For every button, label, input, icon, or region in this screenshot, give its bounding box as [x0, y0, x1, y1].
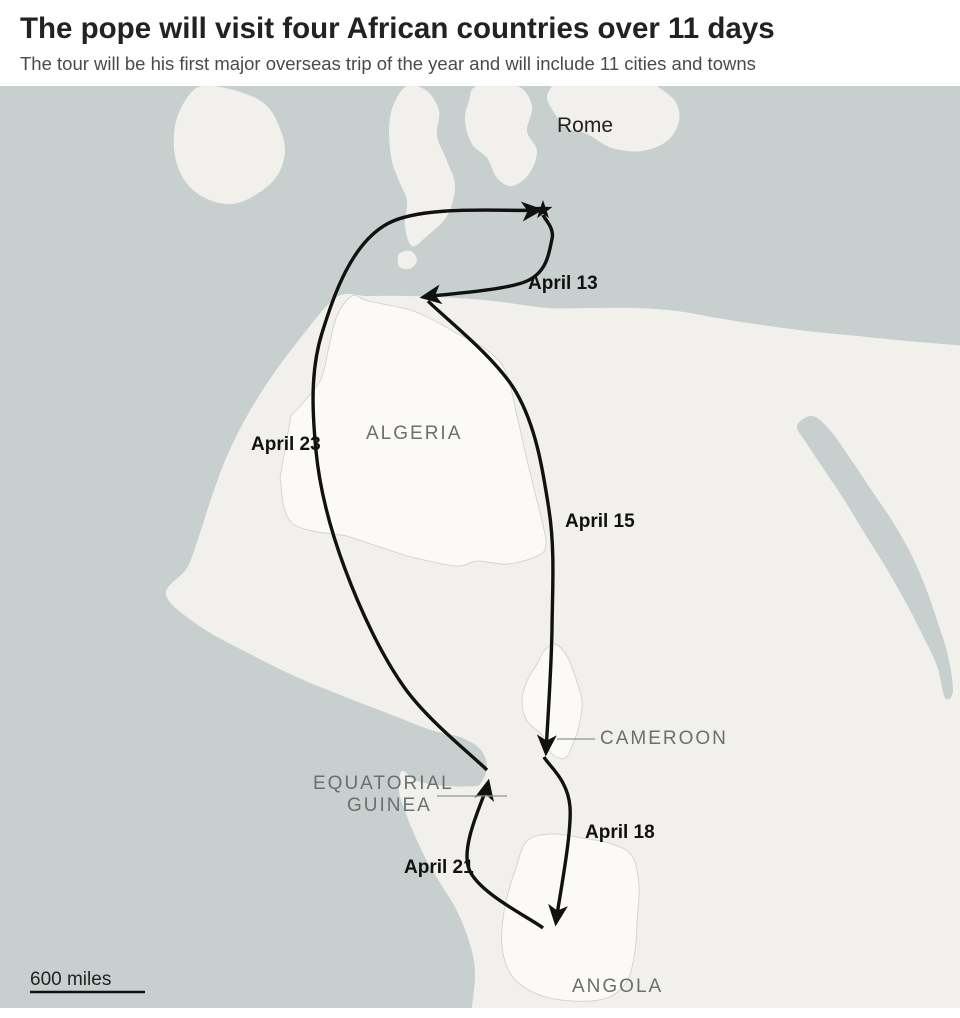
svg-text:GUINEA: GUINEA [347, 795, 432, 816]
svg-text:April 18: April 18 [585, 822, 655, 843]
svg-text:ANGOLA: ANGOLA [572, 976, 663, 997]
svg-text:CAMEROON: CAMEROON [600, 728, 728, 749]
svg-text:April 15: April 15 [565, 511, 635, 532]
svg-text:EQUATORIAL: EQUATORIAL [313, 773, 454, 794]
svg-text:April 13: April 13 [528, 273, 598, 294]
svg-text:April 23: April 23 [251, 434, 321, 455]
svg-text:600 miles: 600 miles [30, 969, 111, 990]
svg-text:Rome: Rome [557, 114, 613, 137]
svg-text:ALGERIA: ALGERIA [366, 423, 462, 444]
svg-text:April 21: April 21 [404, 857, 474, 878]
